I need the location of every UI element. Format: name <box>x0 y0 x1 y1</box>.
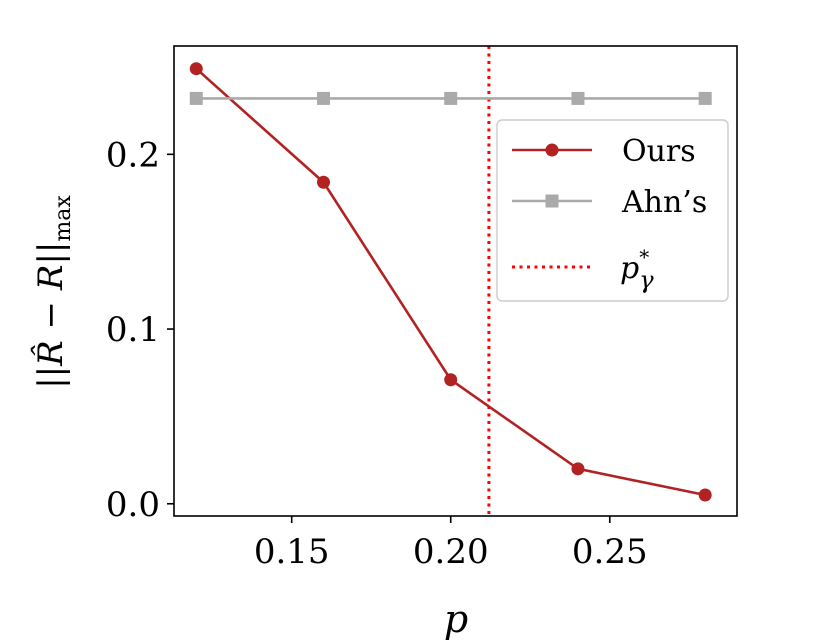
y-axis-title: ||R̂ − R||max <box>30 195 76 389</box>
legend: Ours Ahn’s p* γ <box>496 119 729 302</box>
x-axis-label: p <box>444 597 468 641</box>
y-tick-label: 0.1 <box>106 310 160 350</box>
data-point <box>444 91 458 105</box>
legend-label: Ahn’s <box>621 185 707 220</box>
data-point <box>189 62 203 76</box>
legend-box <box>496 119 729 302</box>
data-point <box>189 91 203 105</box>
x-tick-label: 0.15 <box>254 532 330 572</box>
data-point <box>698 488 712 502</box>
legend-entry-3: p* γ <box>512 245 654 294</box>
series-2 <box>189 91 712 105</box>
x-axis-title: p <box>444 597 468 641</box>
legend-entry-2: Ahn’s <box>512 185 707 220</box>
series-1 <box>189 62 712 502</box>
x-tick-label: 0.25 <box>572 532 648 572</box>
axes-frame <box>173 45 738 517</box>
legend-label: p* γ <box>620 245 654 294</box>
data-point <box>571 91 585 105</box>
data-point <box>444 373 458 387</box>
legend-marker <box>545 143 559 157</box>
y-tick-label: 0.0 <box>106 485 160 525</box>
axes: 0.15 0.20 0.25 0.0 0.1 0.2 <box>106 45 738 572</box>
legend-label: Ours <box>622 134 696 169</box>
legend-marker <box>545 194 559 208</box>
y-tick-label: 0.2 <box>106 135 160 175</box>
x-tick-label: 0.20 <box>413 532 489 572</box>
legend-entry-1: Ours <box>512 134 696 169</box>
data-point <box>698 91 712 105</box>
data-point <box>316 91 330 105</box>
plot-area <box>189 46 712 516</box>
data-point <box>316 175 330 189</box>
y-axis-label: ||R̂ − R||max <box>30 195 76 389</box>
data-point <box>571 462 585 476</box>
